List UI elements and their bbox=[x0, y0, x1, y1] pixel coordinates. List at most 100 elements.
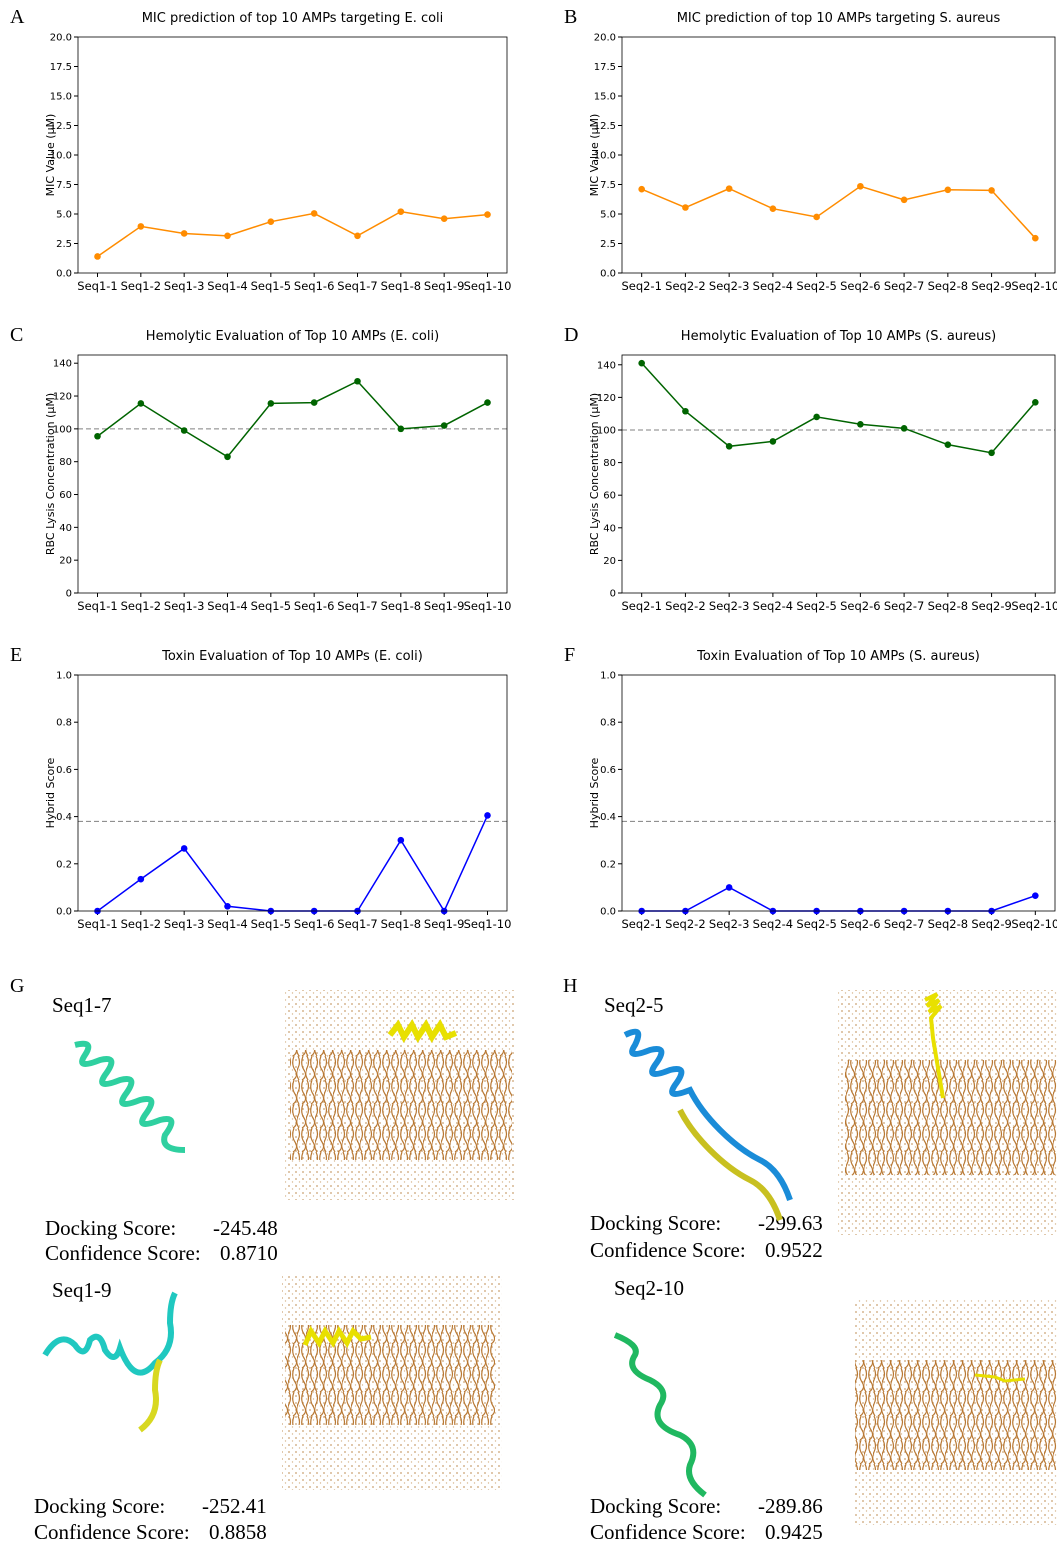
point bbox=[638, 186, 645, 193]
x-tick-label: Seq2-9 bbox=[971, 599, 1011, 613]
x-tick-label: Seq2-4 bbox=[753, 599, 793, 613]
y-tick-label: 80 bbox=[603, 458, 616, 469]
point bbox=[398, 837, 405, 844]
y-axis-label: MIC Value (μM) bbox=[44, 114, 57, 197]
membrane-image bbox=[838, 990, 1057, 1235]
x-tick-label: Seq2-1 bbox=[621, 279, 661, 293]
docking-score: -245.48 bbox=[213, 1216, 278, 1240]
x-tick-label: Seq2-8 bbox=[928, 279, 968, 293]
point bbox=[770, 438, 777, 445]
point bbox=[1032, 892, 1039, 899]
figure: G H Seq1-7 Docking Score: -245.48 Confid… bbox=[0, 0, 1057, 1545]
y-tick-label: 20.0 bbox=[50, 33, 72, 44]
x-tick-label: Seq2-10 bbox=[1011, 917, 1057, 931]
confidence-label: Confidence Score: bbox=[45, 1241, 201, 1265]
y-tick-label: 20.0 bbox=[594, 33, 616, 44]
y-tick-label: 0.8 bbox=[56, 718, 72, 729]
line bbox=[642, 186, 1036, 238]
x-tick-label: Seq1-7 bbox=[337, 599, 377, 613]
x-tick-label: Seq1-10 bbox=[464, 599, 512, 613]
chart-title: Hemolytic Evaluation of Top 10 AMPs (S. … bbox=[681, 329, 996, 344]
y-tick-label: 5.0 bbox=[600, 210, 616, 221]
x-tick-label: Seq1-3 bbox=[164, 279, 204, 293]
y-tick-label: 0.8 bbox=[600, 718, 616, 729]
x-tick-label: Seq1-6 bbox=[294, 279, 334, 293]
x-tick-label: Seq1-3 bbox=[164, 917, 204, 931]
y-tick-label: 40 bbox=[603, 523, 616, 534]
y-tick-label: 0.0 bbox=[56, 907, 72, 918]
point bbox=[354, 378, 361, 385]
point bbox=[268, 400, 275, 407]
seq-name: Seq2-5 bbox=[604, 993, 664, 1017]
y-axis-label: Hybrid Score bbox=[588, 757, 601, 828]
chart-title: MIC prediction of top 10 AMPs targeting … bbox=[677, 11, 1001, 26]
x-tick-label: Seq1-4 bbox=[207, 917, 247, 931]
panel-label: B bbox=[564, 6, 577, 28]
x-tick-label: Seq1-7 bbox=[337, 917, 377, 931]
plot-frame bbox=[78, 675, 507, 911]
x-tick-label: Seq1-1 bbox=[77, 917, 117, 931]
x-tick-label: Seq1-3 bbox=[164, 599, 204, 613]
x-tick-label: Seq1-8 bbox=[381, 599, 421, 613]
point bbox=[813, 214, 820, 221]
y-tick-label: 60 bbox=[603, 491, 616, 502]
point bbox=[268, 218, 275, 225]
chart-title: Toxin Evaluation of Top 10 AMPs (S. aure… bbox=[696, 649, 980, 664]
y-tick-label: 0.6 bbox=[600, 765, 616, 776]
seq-name: Seq1-9 bbox=[52, 1278, 112, 1302]
point bbox=[181, 427, 188, 434]
x-tick-label: Seq2-10 bbox=[1011, 279, 1057, 293]
x-tick-label: Seq2-6 bbox=[840, 599, 880, 613]
x-tick-label: Seq1-9 bbox=[424, 599, 464, 613]
point bbox=[901, 197, 908, 204]
point bbox=[945, 441, 952, 448]
x-tick-label: Seq1-2 bbox=[121, 917, 161, 931]
y-tick-label: 5.0 bbox=[56, 210, 72, 221]
point bbox=[857, 183, 864, 190]
point bbox=[441, 215, 448, 222]
point bbox=[94, 433, 101, 440]
x-tick-label: Seq2-9 bbox=[971, 917, 1011, 931]
y-axis-label: RBC Lysis Concentration (μM) bbox=[44, 393, 57, 555]
point bbox=[638, 360, 645, 367]
docking-score: -299.63 bbox=[758, 1211, 823, 1235]
y-tick-label: 20 bbox=[603, 556, 616, 567]
y-axis-label: MIC Value (μM) bbox=[588, 114, 601, 197]
membrane-image bbox=[285, 990, 515, 1200]
point bbox=[726, 185, 733, 192]
membrane-image bbox=[855, 1300, 1057, 1525]
x-tick-label: Seq1-2 bbox=[121, 279, 161, 293]
x-tick-label: Seq2-7 bbox=[884, 279, 924, 293]
plot-frame bbox=[622, 37, 1055, 273]
x-tick-label: Seq1-1 bbox=[77, 279, 117, 293]
line bbox=[98, 815, 488, 911]
chart-title: MIC prediction of top 10 AMPs targeting … bbox=[142, 11, 444, 26]
point bbox=[94, 253, 101, 260]
panel-label: G bbox=[10, 975, 24, 997]
line bbox=[98, 381, 488, 457]
seq-name: Seq2-10 bbox=[614, 1276, 684, 1300]
point bbox=[813, 414, 820, 421]
line bbox=[98, 212, 488, 257]
panel-label: E bbox=[10, 644, 22, 666]
confidence-score: 0.9522 bbox=[765, 1238, 823, 1262]
x-tick-label: Seq2-9 bbox=[971, 279, 1011, 293]
x-tick-label: Seq2-2 bbox=[665, 279, 705, 293]
x-tick-label: Seq1-9 bbox=[424, 917, 464, 931]
confidence-label: Confidence Score: bbox=[590, 1520, 746, 1544]
chart-title: Toxin Evaluation of Top 10 AMPs (E. coli… bbox=[161, 649, 423, 664]
y-tick-label: 2.5 bbox=[600, 239, 616, 250]
y-tick-label: 15.0 bbox=[594, 92, 616, 103]
point bbox=[988, 450, 995, 457]
point bbox=[354, 233, 361, 240]
y-tick-label: 140 bbox=[597, 360, 616, 371]
point bbox=[441, 422, 448, 429]
point bbox=[138, 400, 145, 407]
x-tick-label: Seq2-7 bbox=[884, 599, 924, 613]
y-tick-label: 40 bbox=[59, 523, 72, 534]
point bbox=[484, 812, 491, 819]
chart-title: Hemolytic Evaluation of Top 10 AMPs (E. … bbox=[146, 329, 439, 344]
y-axis-label: RBC Lysis Concentration (μM) bbox=[588, 393, 601, 555]
x-tick-label: Seq1-9 bbox=[424, 279, 464, 293]
y-tick-label: 0.4 bbox=[600, 812, 616, 823]
